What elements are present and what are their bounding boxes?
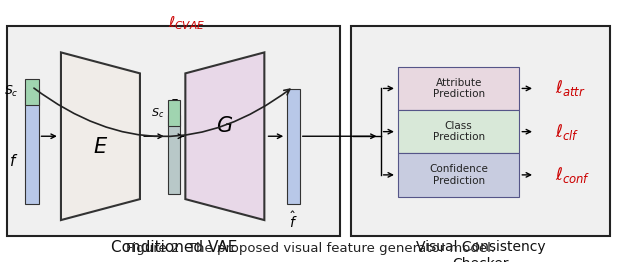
Text: $G$: $G$ <box>216 116 233 136</box>
Text: $\hat{f}$: $\hat{f}$ <box>289 211 298 231</box>
Text: $\ell_{conf}$: $\ell_{conf}$ <box>555 165 591 185</box>
Bar <box>25 89 39 204</box>
Polygon shape <box>185 52 264 220</box>
Text: Conditioned VAE: Conditioned VAE <box>111 240 237 255</box>
Bar <box>168 100 180 126</box>
Text: $z$: $z$ <box>170 96 179 109</box>
Text: Class
Prediction: Class Prediction <box>433 121 485 143</box>
Bar <box>398 110 519 153</box>
Bar <box>351 26 610 236</box>
Bar <box>7 26 340 236</box>
Text: Figure 2. The proposed visual feature generator model.: Figure 2. The proposed visual feature ge… <box>126 242 496 255</box>
Text: Attribute
Prediction: Attribute Prediction <box>433 78 485 99</box>
Bar <box>287 89 300 204</box>
Text: $E$: $E$ <box>93 137 108 157</box>
Text: $\ell_{clf}$: $\ell_{clf}$ <box>555 122 580 142</box>
Polygon shape <box>61 52 140 220</box>
Text: $\ell_{CVAE}$: $\ell_{CVAE}$ <box>168 15 205 32</box>
Text: $\ell_{attr}$: $\ell_{attr}$ <box>555 78 586 99</box>
Bar <box>398 153 519 196</box>
Text: Visual Consistency
Checker: Visual Consistency Checker <box>415 240 545 262</box>
Bar <box>168 115 180 194</box>
Bar <box>398 67 519 110</box>
Text: Confidence
Prediction: Confidence Prediction <box>429 164 488 186</box>
Bar <box>25 79 39 105</box>
Text: $S_c$: $S_c$ <box>4 84 19 99</box>
Text: $f$: $f$ <box>9 152 19 168</box>
Text: $S_c$: $S_c$ <box>151 106 164 119</box>
